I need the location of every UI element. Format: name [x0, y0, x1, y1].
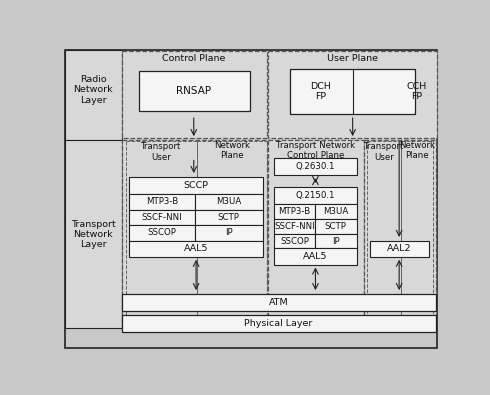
- Text: AAL5: AAL5: [184, 244, 208, 253]
- Bar: [368, 141, 401, 327]
- Text: User Plane: User Plane: [327, 55, 378, 64]
- Text: M3UA: M3UA: [216, 197, 241, 206]
- Bar: [122, 140, 267, 329]
- Text: ATM: ATM: [269, 298, 288, 307]
- Text: Q.2630.1: Q.2630.1: [295, 162, 335, 171]
- Text: SSCF-NNI: SSCF-NNI: [274, 222, 315, 231]
- Bar: [274, 234, 315, 248]
- Text: SCTP: SCTP: [218, 213, 240, 222]
- Bar: [369, 241, 429, 257]
- Bar: [122, 294, 436, 311]
- Text: AAL2: AAL2: [387, 244, 412, 253]
- Bar: [268, 51, 437, 138]
- Bar: [315, 234, 357, 248]
- Text: Transport
Network
Layer: Transport Network Layer: [71, 220, 116, 249]
- Bar: [195, 194, 263, 210]
- Text: Network
Plane: Network Plane: [214, 141, 250, 160]
- Text: Network
Plane: Network Plane: [399, 141, 435, 160]
- Text: MTP3-B: MTP3-B: [278, 207, 311, 216]
- Bar: [65, 50, 122, 140]
- Bar: [364, 140, 436, 329]
- Text: Physical Layer: Physical Layer: [244, 319, 313, 328]
- Bar: [195, 210, 263, 225]
- Text: IP: IP: [225, 228, 232, 237]
- Text: DCH
FP: DCH FP: [311, 82, 331, 101]
- Bar: [139, 70, 249, 111]
- Bar: [129, 194, 195, 210]
- Bar: [315, 219, 357, 234]
- Bar: [197, 141, 267, 327]
- Text: SSCOP: SSCOP: [280, 237, 309, 246]
- Text: Control Plane: Control Plane: [163, 55, 226, 64]
- Text: Transport
User: Transport User: [364, 143, 404, 162]
- Bar: [274, 204, 315, 219]
- Bar: [125, 141, 197, 327]
- Bar: [129, 177, 263, 194]
- Bar: [122, 315, 436, 332]
- Text: CCH
FP: CCH FP: [406, 82, 426, 101]
- Text: Radio
Network
Layer: Radio Network Layer: [73, 75, 113, 105]
- Text: M3UA: M3UA: [323, 207, 348, 216]
- Text: MTP3-B: MTP3-B: [146, 197, 178, 206]
- Text: Transport
User: Transport User: [141, 143, 181, 162]
- Bar: [401, 141, 433, 327]
- Bar: [274, 219, 315, 234]
- Text: RNSAP: RNSAP: [176, 86, 211, 96]
- Bar: [129, 210, 195, 225]
- Text: Q.2150.1: Q.2150.1: [295, 191, 335, 200]
- Bar: [122, 51, 267, 138]
- Text: SSCF-NNI: SSCF-NNI: [142, 213, 182, 222]
- Bar: [65, 140, 122, 329]
- Text: Transport Network
Control Plane: Transport Network Control Plane: [276, 141, 355, 160]
- Bar: [195, 225, 263, 241]
- Text: AAL5: AAL5: [303, 252, 328, 261]
- Bar: [274, 248, 357, 265]
- Bar: [290, 69, 416, 114]
- Bar: [274, 158, 357, 175]
- Bar: [129, 225, 195, 241]
- Text: SCTP: SCTP: [325, 222, 346, 231]
- Bar: [129, 241, 263, 257]
- Bar: [268, 140, 364, 329]
- Text: SSCOP: SSCOP: [147, 228, 176, 237]
- Text: SCCP: SCCP: [184, 181, 209, 190]
- Bar: [315, 204, 357, 219]
- Text: IP: IP: [332, 237, 340, 246]
- Bar: [274, 187, 357, 204]
